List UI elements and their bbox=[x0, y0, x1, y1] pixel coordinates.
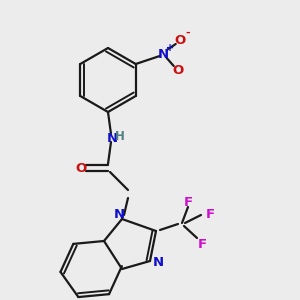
Text: F: F bbox=[197, 238, 207, 251]
Text: -: - bbox=[185, 28, 190, 38]
Text: O: O bbox=[75, 161, 87, 175]
Text: N: N bbox=[152, 256, 164, 269]
Text: N: N bbox=[113, 208, 124, 221]
Text: F: F bbox=[183, 196, 193, 209]
Text: O: O bbox=[172, 64, 183, 76]
Text: N: N bbox=[106, 131, 118, 145]
Text: F: F bbox=[206, 208, 214, 221]
Text: N: N bbox=[158, 47, 169, 61]
Text: +: + bbox=[166, 43, 174, 53]
Text: O: O bbox=[174, 34, 185, 46]
Text: H: H bbox=[115, 130, 125, 143]
